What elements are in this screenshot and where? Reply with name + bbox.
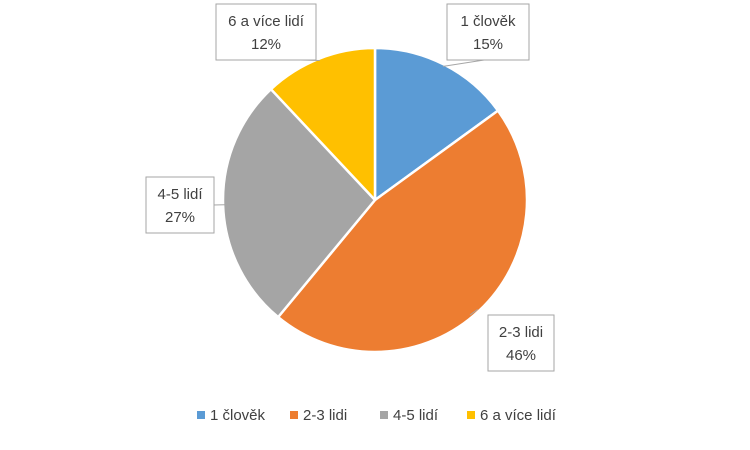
legend-item-3: 4-5 lidí [380, 407, 439, 424]
legend: 1 člověk 2-3 lidi 4-5 lidí 6 a více lidí [197, 407, 557, 424]
legend-label: 2-3 lidi [303, 407, 347, 424]
legend-swatch [290, 411, 298, 419]
data-label-value: 27% [165, 209, 195, 226]
data-label-3: 4-5 lidí 27% [145, 176, 215, 234]
legend-item-4: 6 a více lidí [467, 407, 557, 424]
pie-slice-2 [276, 109, 529, 354]
pie-slice-1 [373, 46, 500, 202]
leader-line-2 [469, 308, 478, 316]
legend-swatch [197, 411, 205, 419]
data-label-value: 15% [473, 36, 503, 53]
data-label-box [446, 3, 530, 61]
data-label-box [215, 3, 317, 61]
data-label-category: 1 člověk [460, 13, 516, 30]
slices-layer [221, 46, 529, 354]
data-labels-layer: 1 člověk 15% 2-3 lidi 46% 4-5 lidí 27% 6 a víc… [145, 3, 555, 372]
data-label-value: 12% [251, 36, 281, 53]
data-label-box [487, 314, 555, 372]
legend-item-2: 2-3 lidi [290, 407, 347, 424]
pie-slice-4 [269, 46, 377, 202]
data-label-4: 6 a více lidí 12% [215, 3, 317, 61]
data-label-1: 1 člověk 15% [446, 3, 530, 61]
legend-label: 1 člověk [210, 407, 266, 424]
data-label-box [145, 176, 215, 234]
legend-swatch [380, 411, 388, 419]
data-label-value: 46% [506, 347, 536, 364]
data-label-category: 4-5 lidí [157, 186, 203, 203]
data-label-2: 2-3 lidi 46% [487, 314, 555, 372]
legend-swatch [467, 411, 475, 419]
legend-label: 6 a více lidí [480, 407, 557, 424]
data-label-category: 2-3 lidi [499, 324, 543, 341]
data-label-category: 6 a více lidí [228, 13, 305, 30]
legend-item-1: 1 člověk [197, 407, 266, 424]
legend-label: 4-5 lidí [393, 407, 439, 424]
